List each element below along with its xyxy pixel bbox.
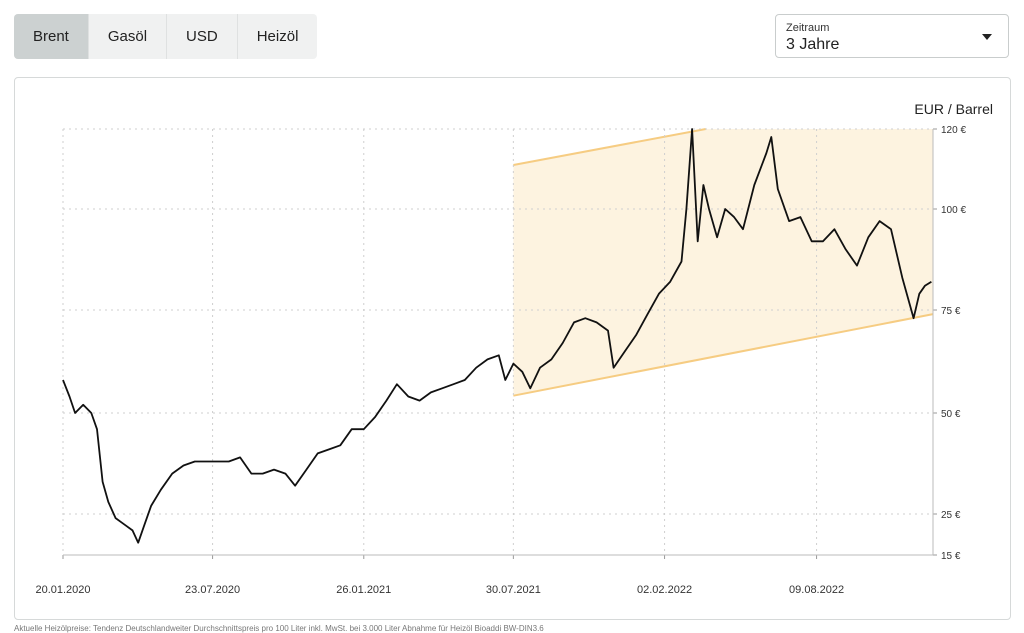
trend-channel-lower-line [513, 313, 934, 397]
x-tick-label: 02.02.2022 [637, 584, 692, 596]
price-chart: 120 € 100 € 75 € 50 € 25 € 15 € 20.01.2020 23.0… [35, 101, 993, 596]
y-tick-label: 15 € [941, 551, 961, 562]
tab-heizoel[interactable]: Heizöl [256, 28, 299, 45]
x-tick-label: 23.07.2020 [185, 584, 240, 596]
y-tick-label: 50 € [941, 409, 961, 420]
period-select-label: Zeitraum [786, 22, 830, 34]
caret-down-icon [982, 34, 992, 40]
y-axis-unit-label: EUR / Barrel [914, 101, 993, 117]
trend-channel-upper-line [513, 128, 706, 166]
brent-price-line [62, 128, 932, 544]
x-tick-label: 26.01.2021 [336, 584, 391, 596]
y-tick-label: 120 € [941, 125, 966, 136]
tab-gasoel[interactable]: Gasöl [89, 14, 168, 59]
x-tick-label: 30.07.2021 [486, 584, 541, 596]
y-tick-label: 100 € [941, 205, 966, 216]
period-select-value: 3 Jahre [786, 36, 840, 53]
price-chart-card: 120 € 100 € 75 € 50 € 25 € 15 € 20.01.2020 23.0… [14, 77, 1011, 620]
y-tick-label: 25 € [941, 510, 961, 521]
trend-channel-band [513, 129, 933, 396]
commodity-tabs: Brent Gasöl USD Heizöl [14, 14, 318, 59]
tab-usd[interactable]: USD [167, 14, 238, 59]
footnote: Aktuelle Heizölpreise: Tendenz Deutschla… [14, 624, 544, 633]
period-select[interactable]: Zeitraum 3 Jahre [775, 14, 1009, 58]
tab-brent[interactable]: Brent [14, 14, 89, 59]
y-tick-label: 75 € [941, 306, 961, 317]
x-tick-label: 09.08.2022 [789, 584, 844, 596]
x-tick-label: 20.01.2020 [35, 584, 90, 596]
